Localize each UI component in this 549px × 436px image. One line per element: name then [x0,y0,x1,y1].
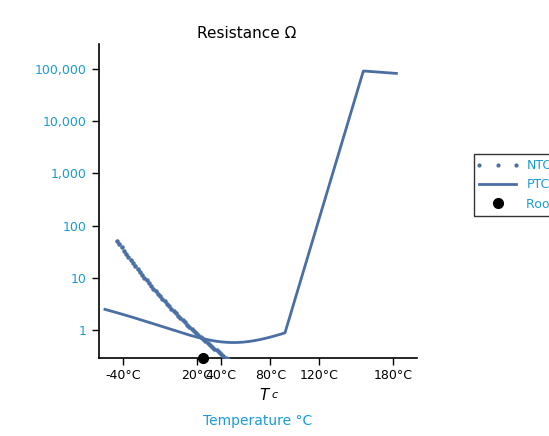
Legend: NTC, PTC, Room Temp.: NTC, PTC, Room Temp. [474,154,549,216]
Text: T: T [260,388,269,403]
Text: Temperature °C: Temperature °C [204,414,312,428]
Text: c: c [272,390,278,400]
Text: Resistance Ω: Resistance Ω [197,26,297,41]
